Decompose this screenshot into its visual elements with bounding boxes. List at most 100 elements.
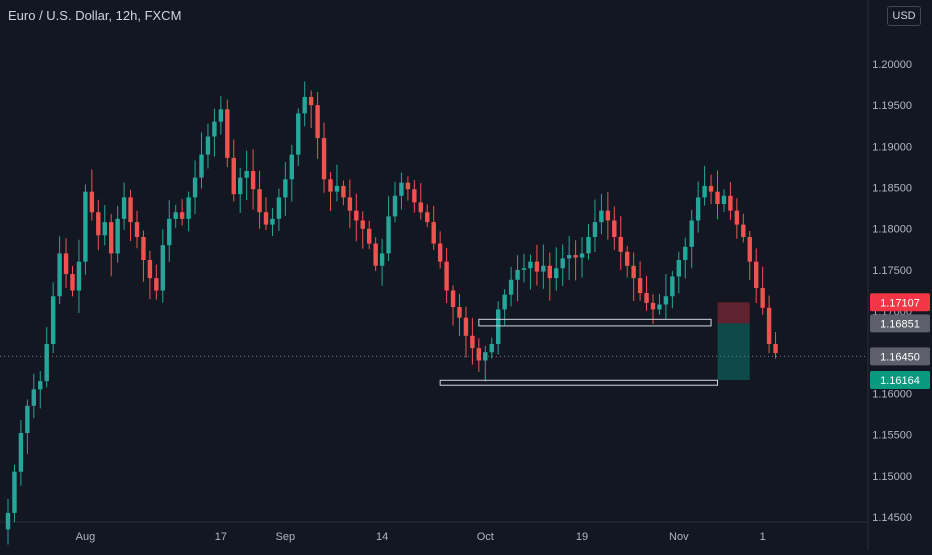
price-tick-label: 1.14500 bbox=[872, 512, 912, 524]
price-tick-label: 1.17500 bbox=[872, 265, 912, 277]
candle-body bbox=[167, 218, 172, 246]
price-tick-label: 1.16000 bbox=[872, 388, 912, 400]
candle-body bbox=[463, 317, 469, 336]
time-tick-label: Oct bbox=[477, 531, 494, 543]
candle-body bbox=[502, 294, 507, 310]
candle-body bbox=[444, 261, 449, 291]
candle-body bbox=[38, 381, 43, 390]
price-tick-label: 1.18500 bbox=[872, 183, 912, 195]
candle-body bbox=[244, 171, 249, 178]
candle-body bbox=[476, 348, 482, 361]
candle-body bbox=[289, 154, 294, 180]
candle-body bbox=[754, 261, 759, 289]
candle-body bbox=[489, 344, 494, 353]
candle-body bbox=[238, 177, 243, 195]
candle-body bbox=[141, 236, 146, 261]
candle-body bbox=[270, 218, 275, 225]
candle-body bbox=[231, 157, 236, 195]
candle-body bbox=[644, 292, 649, 303]
candle-body bbox=[367, 228, 372, 244]
candle-body bbox=[147, 260, 153, 279]
price-tick-label: 1.15000 bbox=[872, 471, 912, 483]
candle-body bbox=[173, 212, 178, 219]
candle-body bbox=[354, 210, 359, 221]
candle-body bbox=[218, 109, 224, 122]
time-tick-label: 19 bbox=[576, 531, 588, 543]
candle-body bbox=[50, 296, 56, 345]
candle-body bbox=[663, 296, 669, 305]
currency-button[interactable]: USD bbox=[887, 6, 921, 26]
candle-body bbox=[360, 220, 365, 229]
candle-body bbox=[457, 306, 462, 318]
candle-body bbox=[734, 210, 740, 225]
time-tick-label: 14 bbox=[376, 531, 388, 543]
candle-body bbox=[657, 304, 662, 310]
candle-body bbox=[496, 309, 501, 345]
candle-body bbox=[592, 222, 598, 237]
candle-body bbox=[134, 222, 140, 237]
candle-body bbox=[57, 253, 62, 297]
candle-body bbox=[179, 212, 185, 219]
candle-body bbox=[109, 222, 114, 254]
candle-body bbox=[605, 210, 611, 221]
price-label-tag bbox=[870, 293, 930, 312]
candle-body bbox=[599, 210, 604, 223]
candle-body bbox=[160, 245, 165, 291]
time-tick-label: Aug bbox=[76, 531, 96, 543]
candle-body bbox=[315, 105, 320, 139]
price-label-text: 1.16164 bbox=[880, 375, 920, 387]
price-tick-label: 1.18000 bbox=[872, 224, 912, 236]
candle-body bbox=[121, 197, 127, 219]
candle-body bbox=[386, 216, 391, 254]
candle-body bbox=[431, 222, 436, 244]
candle-body bbox=[63, 253, 69, 275]
candle-body bbox=[450, 290, 456, 307]
candle-body bbox=[683, 246, 688, 261]
candle-body bbox=[631, 265, 636, 279]
time-tick-label: Nov bbox=[669, 531, 689, 543]
candle-body bbox=[412, 189, 417, 203]
price-label-tag bbox=[870, 314, 930, 333]
candle-body bbox=[347, 197, 353, 211]
candle-body bbox=[83, 191, 88, 262]
candle-body bbox=[554, 268, 559, 279]
candle-body bbox=[560, 258, 565, 269]
candle-body bbox=[547, 265, 552, 279]
candle-body bbox=[5, 512, 11, 530]
price-tick-label: 1.15500 bbox=[872, 430, 912, 442]
candle-body bbox=[399, 182, 404, 196]
candle-body bbox=[263, 212, 269, 225]
candle-body bbox=[721, 195, 727, 205]
candle-body bbox=[128, 197, 133, 223]
candle-body bbox=[534, 261, 540, 272]
price-tick-label: 1.19000 bbox=[872, 141, 912, 153]
candle-body bbox=[418, 202, 423, 213]
candle-body bbox=[766, 307, 772, 345]
candle-body bbox=[437, 243, 443, 262]
candle-body bbox=[70, 274, 75, 291]
candle-body bbox=[728, 195, 733, 211]
candle-body bbox=[225, 109, 230, 158]
candle-body bbox=[541, 265, 546, 272]
candle-body bbox=[702, 185, 707, 198]
candle-body bbox=[192, 177, 198, 198]
candle-body bbox=[212, 121, 217, 137]
candle-body bbox=[302, 96, 307, 114]
candle-body bbox=[12, 471, 17, 513]
candle-body bbox=[650, 302, 656, 310]
candle-body bbox=[528, 261, 533, 269]
candle-body bbox=[612, 220, 617, 237]
candle-body bbox=[566, 255, 572, 259]
candle-body bbox=[96, 212, 101, 236]
candle-body bbox=[586, 236, 591, 254]
price-label-text: 1.17107 bbox=[880, 297, 920, 309]
candle-body bbox=[573, 255, 578, 258]
time-tick-label: 17 bbox=[215, 531, 227, 543]
candle-body bbox=[379, 253, 385, 266]
candle-body bbox=[695, 197, 701, 221]
time-tick-label: 1 bbox=[760, 531, 766, 543]
candle-body bbox=[625, 251, 630, 266]
support-zone-rect bbox=[439, 379, 718, 386]
